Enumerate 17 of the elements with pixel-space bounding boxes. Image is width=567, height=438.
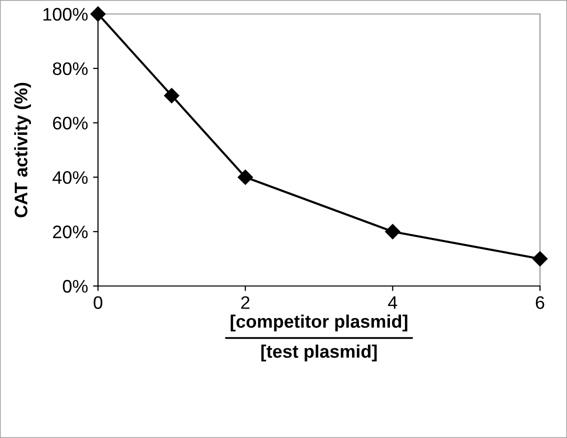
y-tick-label: 40% — [52, 171, 88, 184]
y-tick-label: 60% — [53, 116, 88, 130]
y-axis-title: CAT activity (%) — [14, 82, 31, 218]
x-tick-label: 2 — [241, 296, 250, 309]
x-tick-label: 0 — [94, 296, 102, 309]
x-tick-label: 4 — [388, 296, 398, 309]
x-tick-label: 6 — [536, 296, 544, 309]
y-tick-label: 80% — [52, 62, 88, 76]
x-axis-title: [competitor plasmid] [test plasmid] — [230, 314, 408, 362]
point — [238, 170, 253, 185]
y-tick-label: 20% — [53, 226, 88, 238]
y-tick-label: 0% — [62, 280, 88, 293]
point — [164, 88, 180, 104]
y-tick-label: 100% — [43, 8, 88, 21]
point — [532, 251, 548, 266]
point — [385, 224, 400, 240]
point — [90, 6, 106, 22]
